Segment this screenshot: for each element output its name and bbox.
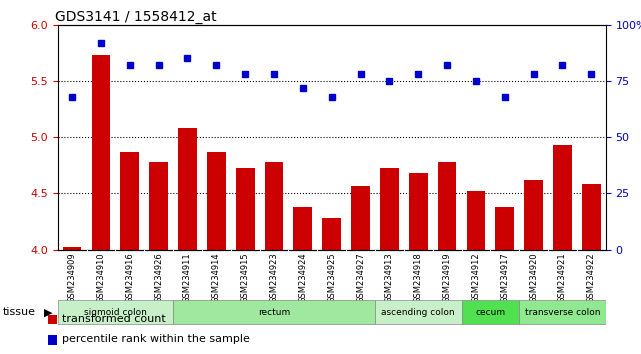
Bar bbox=[467, 191, 485, 250]
Bar bbox=[47, 335, 58, 344]
Bar bbox=[380, 167, 399, 250]
Text: GSM234919: GSM234919 bbox=[442, 252, 452, 303]
Bar bbox=[47, 315, 58, 324]
Text: sigmoid colon: sigmoid colon bbox=[84, 308, 147, 317]
Text: ▶: ▶ bbox=[44, 307, 52, 318]
Text: GSM234926: GSM234926 bbox=[154, 252, 163, 303]
Text: GSM234910: GSM234910 bbox=[96, 252, 106, 303]
Text: GSM234916: GSM234916 bbox=[125, 252, 135, 303]
Bar bbox=[438, 162, 456, 250]
Bar bbox=[582, 184, 601, 250]
Text: GSM234920: GSM234920 bbox=[529, 252, 538, 303]
Bar bbox=[524, 180, 543, 250]
Text: GSM234917: GSM234917 bbox=[500, 252, 510, 303]
Bar bbox=[63, 247, 81, 250]
Text: GSM234914: GSM234914 bbox=[212, 252, 221, 303]
Bar bbox=[495, 207, 514, 250]
Bar bbox=[553, 145, 572, 250]
Bar bbox=[173, 301, 375, 324]
Bar bbox=[375, 301, 462, 324]
Bar bbox=[149, 162, 168, 250]
Bar bbox=[265, 162, 283, 250]
Bar bbox=[409, 173, 428, 250]
Bar bbox=[236, 167, 254, 250]
Text: GSM234921: GSM234921 bbox=[558, 252, 567, 303]
Text: GSM234924: GSM234924 bbox=[298, 252, 308, 303]
Text: GSM234922: GSM234922 bbox=[587, 252, 596, 303]
Text: GDS3141 / 1558412_at: GDS3141 / 1558412_at bbox=[55, 10, 217, 24]
Text: GSM234913: GSM234913 bbox=[385, 252, 394, 303]
Text: GSM234925: GSM234925 bbox=[327, 252, 337, 303]
Bar bbox=[322, 218, 341, 250]
Text: GSM234912: GSM234912 bbox=[471, 252, 481, 303]
Text: percentile rank within the sample: percentile rank within the sample bbox=[62, 335, 250, 344]
Text: GSM234923: GSM234923 bbox=[269, 252, 279, 303]
Bar bbox=[121, 152, 139, 250]
Text: GSM234911: GSM234911 bbox=[183, 252, 192, 303]
Text: transverse colon: transverse colon bbox=[525, 308, 600, 317]
Text: GSM234915: GSM234915 bbox=[240, 252, 250, 303]
Text: GSM234918: GSM234918 bbox=[413, 252, 423, 303]
Text: tissue: tissue bbox=[3, 307, 36, 318]
Bar bbox=[92, 55, 110, 250]
Text: GSM234927: GSM234927 bbox=[356, 252, 365, 303]
Bar bbox=[294, 207, 312, 250]
Bar bbox=[519, 301, 606, 324]
Bar bbox=[58, 301, 173, 324]
Bar bbox=[207, 152, 226, 250]
Text: cecum: cecum bbox=[476, 308, 505, 317]
Bar bbox=[351, 185, 370, 250]
Bar bbox=[462, 301, 519, 324]
Text: GSM234909: GSM234909 bbox=[67, 252, 77, 303]
Text: transformed count: transformed count bbox=[62, 314, 166, 324]
Bar bbox=[178, 128, 197, 250]
Text: rectum: rectum bbox=[258, 308, 290, 317]
Text: ascending colon: ascending colon bbox=[381, 308, 455, 317]
